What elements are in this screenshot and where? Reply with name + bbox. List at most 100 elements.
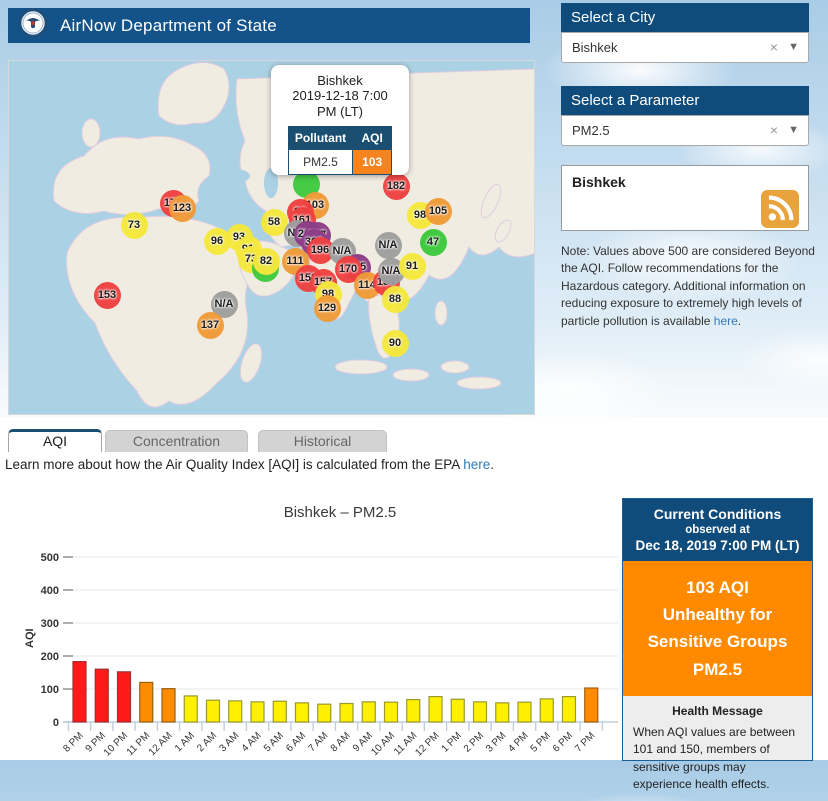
select-parameter-header: Select a Parameter <box>561 86 809 115</box>
bar-7pm[interactable] <box>584 687 599 723</box>
select-city-header: Select a City <box>561 3 809 32</box>
popup-datetime: 2019-12-18 7:00 PM (LT) <box>292 88 388 120</box>
aqi-marker-129[interactable]: 129 <box>313 294 341 322</box>
bar-3pm[interactable] <box>495 702 510 723</box>
svg-text:0: 0 <box>53 717 59 729</box>
aqi-marker-na[interactable]: N/A <box>374 231 402 259</box>
svg-text:6 PM: 6 PM <box>551 730 575 754</box>
cc-aqi-block: 103 AQI Unhealthy for Sensitive Groups P… <box>623 561 812 696</box>
rss-feed-box: Bishkek <box>561 165 809 231</box>
bar-6pm[interactable] <box>561 695 577 723</box>
aqi-marker-137[interactable]: 137 <box>196 311 224 339</box>
aqi-marker-58[interactable]: 58 <box>260 208 288 236</box>
note-text: Note: Values above 500 are considered Be… <box>561 244 815 328</box>
popup-table: Pollutant AQI PM2.5 103 <box>287 125 393 175</box>
aqi-marker-123[interactable]: 123 <box>168 194 196 222</box>
cc-title: Current Conditions <box>653 506 782 522</box>
bar-5am[interactable] <box>272 700 287 723</box>
bar-2am[interactable] <box>205 699 221 723</box>
parameter-chevron-down-icon[interactable]: ▼ <box>788 124 799 136</box>
bar-10am[interactable] <box>383 701 399 723</box>
svg-text:7 AM: 7 AM <box>306 730 330 754</box>
bar-10pm[interactable] <box>116 671 132 723</box>
city-clear-icon[interactable]: × <box>769 39 778 55</box>
svg-text:11 PM: 11 PM <box>125 730 153 758</box>
parameter-dropdown[interactable]: PM2.5 × ▼ <box>561 115 809 146</box>
bar-5pm[interactable] <box>539 698 554 723</box>
bar-4pm[interactable] <box>517 701 532 723</box>
bar-8am[interactable] <box>339 702 354 723</box>
tab-concentration[interactable]: Concentration <box>105 430 248 452</box>
aqi-marker-88[interactable]: 88 <box>381 285 409 313</box>
svg-text:10 PM: 10 PM <box>102 730 130 758</box>
svg-text:500: 500 <box>41 552 59 564</box>
aqi-marker-47[interactable]: 47 <box>419 228 447 256</box>
bar-2pm[interactable] <box>472 701 488 723</box>
svg-text:5 PM: 5 PM <box>529 730 553 754</box>
tab-aqi[interactable]: AQI <box>8 429 102 452</box>
cc-category-line2: Sensitive Groups <box>647 632 788 652</box>
select-city-header-label: Select a City <box>571 9 656 26</box>
svg-text:3 PM: 3 PM <box>484 730 508 754</box>
svg-text:3 AM: 3 AM <box>217 730 241 754</box>
bar-11pm[interactable] <box>139 681 154 723</box>
popup-city: Bishkek <box>317 73 363 88</box>
svg-text:1 AM: 1 AM <box>173 730 197 754</box>
bar-3am[interactable] <box>228 700 243 723</box>
aqi-marker-182[interactable]: 182 <box>382 172 410 200</box>
bar-9pm[interactable] <box>94 668 109 723</box>
bar-8pm[interactable] <box>72 661 87 723</box>
city-dropdown[interactable]: Bishkek × ▼ <box>561 32 809 63</box>
bar-6am[interactable] <box>294 702 310 723</box>
bar-4am[interactable] <box>250 701 265 723</box>
current-conditions-panel: Current Conditions observed at Dec 18, 2… <box>622 498 813 791</box>
cc-health-block: Health Message When AQI values are betwe… <box>623 696 812 801</box>
svg-text:4 AM: 4 AM <box>240 730 264 754</box>
page-title: AirNow Department of State <box>60 15 277 35</box>
learn-more-text: Learn more about how the Air Quality Ind… <box>5 457 494 472</box>
cc-health-text: When AQI values are between 101 and 150,… <box>633 724 796 791</box>
svg-text:12 AM: 12 AM <box>147 730 175 758</box>
note-here-link[interactable]: here <box>713 313 738 328</box>
city-chevron-down-icon[interactable]: ▼ <box>788 41 799 53</box>
aqi-marker-73[interactable]: 73 <box>120 211 148 239</box>
world-aqi-map[interactable]: 17612373589693917382153N/A13710382161N/A… <box>8 60 535 415</box>
map-popup: Bishkek 2019-12-18 7:00 PM (LT) Pollutan… <box>271 65 409 175</box>
cc-health-header: Health Message <box>672 703 763 718</box>
aqi-marker-105[interactable]: 105 <box>424 197 452 225</box>
bar-12pm[interactable] <box>428 695 443 723</box>
bar-7am[interactable] <box>317 703 332 723</box>
dos-seal-logo <box>18 8 48 43</box>
svg-text:1 PM: 1 PM <box>440 730 464 754</box>
aqi-bar-chart: 0 100 200 300 400 500 8 PM 9 PM 10 PM 11 PM 12 AM 1… <box>0 495 640 760</box>
note-suffix: . <box>737 313 742 328</box>
popup-aqi-header: AQI <box>352 125 393 150</box>
aqi-marker-91[interactable]: 91 <box>398 252 426 280</box>
popup-aqi-value: 103 <box>352 148 393 175</box>
aqi-marker-153[interactable]: 153 <box>93 281 121 309</box>
svg-text:2 AM: 2 AM <box>195 730 219 754</box>
bar-12am[interactable] <box>161 688 176 723</box>
tab-bar: AQI Concentration Historical <box>8 429 387 452</box>
learn-more-here-link[interactable]: here <box>463 457 491 472</box>
cc-observed-at: observed at <box>685 524 750 536</box>
svg-text:5 AM: 5 AM <box>262 730 286 754</box>
bar-11am[interactable] <box>406 698 421 723</box>
bar-1pm[interactable] <box>450 698 465 723</box>
tab-historical[interactable]: Historical <box>258 430 387 452</box>
popup-pollutant-value: PM2.5 <box>287 148 354 175</box>
parameter-clear-icon[interactable]: × <box>769 122 778 138</box>
rss-icon[interactable] <box>761 190 799 233</box>
cc-datetime: Dec 18, 2019 7:00 PM (LT) <box>635 538 800 553</box>
popup-pollutant-header: Pollutant <box>287 125 354 150</box>
svg-text:12 PM: 12 PM <box>413 730 441 758</box>
aqi-marker-82[interactable]: 82 <box>252 247 280 275</box>
bar-1am[interactable] <box>183 695 198 723</box>
aqi-marker-90[interactable]: 90 <box>381 329 409 357</box>
aqi-marker-170[interactable]: 170 <box>334 255 362 283</box>
cc-pollutant: PM2.5 <box>692 659 743 679</box>
bar-9am[interactable] <box>361 701 376 723</box>
svg-text:7 PM: 7 PM <box>573 730 597 754</box>
current-conditions-header: Current Conditions observed at Dec 18, 2… <box>623 499 812 561</box>
